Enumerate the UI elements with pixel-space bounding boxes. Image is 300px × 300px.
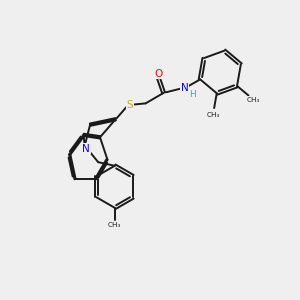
Text: N: N bbox=[82, 144, 90, 154]
Text: CH₃: CH₃ bbox=[108, 223, 122, 229]
Text: CH₃: CH₃ bbox=[206, 112, 220, 118]
Text: S: S bbox=[127, 100, 133, 110]
Text: N: N bbox=[181, 83, 188, 93]
Text: O: O bbox=[154, 69, 162, 79]
Text: H: H bbox=[189, 91, 196, 100]
Text: CH₃: CH₃ bbox=[247, 97, 260, 103]
